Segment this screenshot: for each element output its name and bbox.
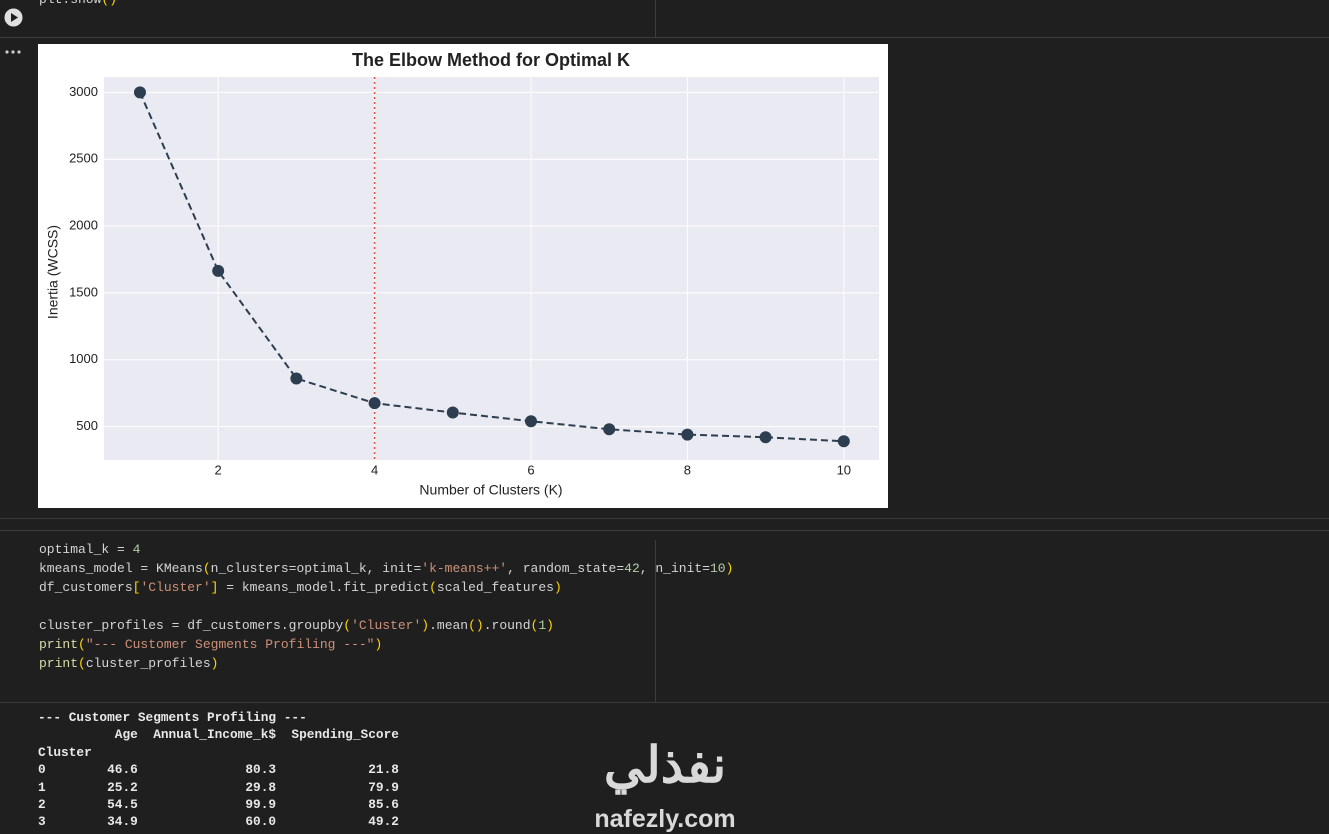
- code-token: , n_init=: [639, 561, 710, 576]
- y-tick-label: 500: [76, 418, 98, 433]
- code-line: print(cluster_profiles): [39, 654, 733, 673]
- code-token: 'Cluster': [351, 618, 422, 633]
- code-token: 1: [538, 618, 547, 633]
- output-line: --- Customer Segments Profiling ---: [38, 710, 307, 725]
- y-tick-label: 2500: [69, 151, 98, 166]
- y-axis-label: Inertia (WCSS): [45, 225, 61, 319]
- x-tick-label: 8: [684, 462, 691, 477]
- x-tick-label: 4: [371, 462, 378, 477]
- chart: The Elbow Method for Optimal K Number of…: [38, 44, 888, 508]
- chart-title: The Elbow Method for Optimal K: [352, 50, 630, 70]
- code-token: 4: [132, 542, 141, 557]
- data-point: [837, 435, 850, 448]
- code-line: print("--- Customer Segments Profiling -…: [39, 635, 733, 654]
- y-tick-label: 2000: [69, 217, 98, 232]
- data-point: [524, 415, 537, 428]
- data-point: [133, 86, 146, 99]
- divider: [0, 530, 1329, 531]
- divider: [0, 37, 1329, 38]
- code-token: 'k-means++': [421, 561, 508, 576]
- output-line: 3 34.9 60.0 49.2: [38, 814, 399, 830]
- code-token: ): [553, 580, 562, 595]
- code-token: ]: [210, 580, 219, 595]
- code-token: print: [39, 637, 79, 652]
- code-token: 42: [624, 561, 640, 576]
- data-point: [603, 423, 616, 436]
- code-token: n_clusters=optimal_k, init=: [210, 561, 422, 576]
- output-line: 0 46.6 80.3 21.8: [38, 762, 399, 778]
- code-token: ): [725, 561, 734, 576]
- divider: [0, 518, 1329, 519]
- code-token: (): [101, 0, 117, 7]
- code-line: cluster_profiles = df_customers.groupby(…: [39, 616, 733, 635]
- code-token: [: [132, 580, 141, 595]
- x-tick-label: 6: [527, 462, 534, 477]
- divider: [0, 702, 1329, 703]
- divider: [655, 540, 656, 702]
- code-token: 'Cluster': [140, 580, 211, 595]
- divider: [655, 0, 656, 37]
- watermark-arabic: نفذلي: [603, 737, 727, 793]
- code-token: (): [468, 618, 484, 633]
- code-token: ): [421, 618, 430, 633]
- code-token: optimal_k =: [39, 542, 133, 557]
- data-point: [368, 397, 381, 410]
- code-token: (: [78, 656, 86, 671]
- code-token: (: [202, 561, 211, 576]
- code-token: (: [530, 618, 539, 633]
- code-line: optimal_k = 4: [39, 540, 733, 559]
- output-menu[interactable]: [5, 48, 21, 56]
- code-line: kmeans_model = KMeans(n_clusters=optimal…: [39, 559, 733, 578]
- code-token: , random_state=: [507, 561, 625, 576]
- code-token: plt.show: [39, 0, 101, 7]
- y-tick-label: 3000: [69, 84, 98, 99]
- y-tick-label: 1000: [69, 351, 98, 366]
- code-line: [39, 597, 733, 616]
- run-button[interactable]: [4, 8, 23, 27]
- code-token: "--- Customer Segments Profiling ---": [85, 637, 375, 652]
- code-token: (: [429, 580, 437, 595]
- watermark-latin: nafezly.com: [594, 805, 736, 833]
- code-token: print: [39, 656, 79, 671]
- code-token: (: [78, 637, 86, 652]
- data-point: [681, 428, 694, 441]
- cell-output: --- Customer Segments Profiling --- Age …: [38, 709, 399, 831]
- output-line: Age Annual_Income_k$ Spending_Score: [38, 727, 399, 743]
- code-token: cluster_profiles = df_customers.groupby: [39, 618, 344, 633]
- code-line: df_customers['Cluster'] = kmeans_model.f…: [39, 578, 733, 597]
- output-line: Cluster: [38, 744, 92, 760]
- output-line: 2 54.5 99.9 85.6: [38, 797, 399, 813]
- top-code: plt.show(): [39, 0, 117, 9]
- code-token: .mean: [429, 618, 469, 633]
- code-token: scaled_features: [436, 580, 554, 595]
- code-token: .round: [483, 618, 531, 633]
- code-editor[interactable]: optimal_k = 4 kmeans_model = KMeans(n_clu…: [39, 540, 733, 673]
- code-token: 10: [709, 561, 726, 576]
- code-token: kmeans_model = KMeans: [39, 561, 203, 576]
- code-line: plt.show(): [39, 0, 117, 9]
- data-point: [759, 431, 772, 444]
- data-line: [139, 91, 844, 443]
- code-token: ): [210, 656, 219, 671]
- x-tick-label: 2: [215, 462, 222, 477]
- code-token: ): [374, 637, 383, 652]
- code-token: cluster_profiles: [85, 656, 211, 671]
- plot-area: [104, 77, 879, 460]
- code-token: (: [343, 618, 352, 633]
- code-token: = kmeans_model.fit_predict: [218, 580, 430, 595]
- y-tick-label: 1500: [69, 284, 98, 299]
- x-axis-label: Number of Clusters (K): [419, 482, 562, 498]
- code-token: df_customers: [39, 580, 133, 595]
- code-token: ): [546, 618, 554, 633]
- output-line: 1 25.2 29.8 79.9: [38, 779, 399, 795]
- data-point: [446, 406, 459, 419]
- data-point: [212, 264, 225, 277]
- data-point: [290, 372, 303, 385]
- x-tick-label: 10: [837, 462, 851, 477]
